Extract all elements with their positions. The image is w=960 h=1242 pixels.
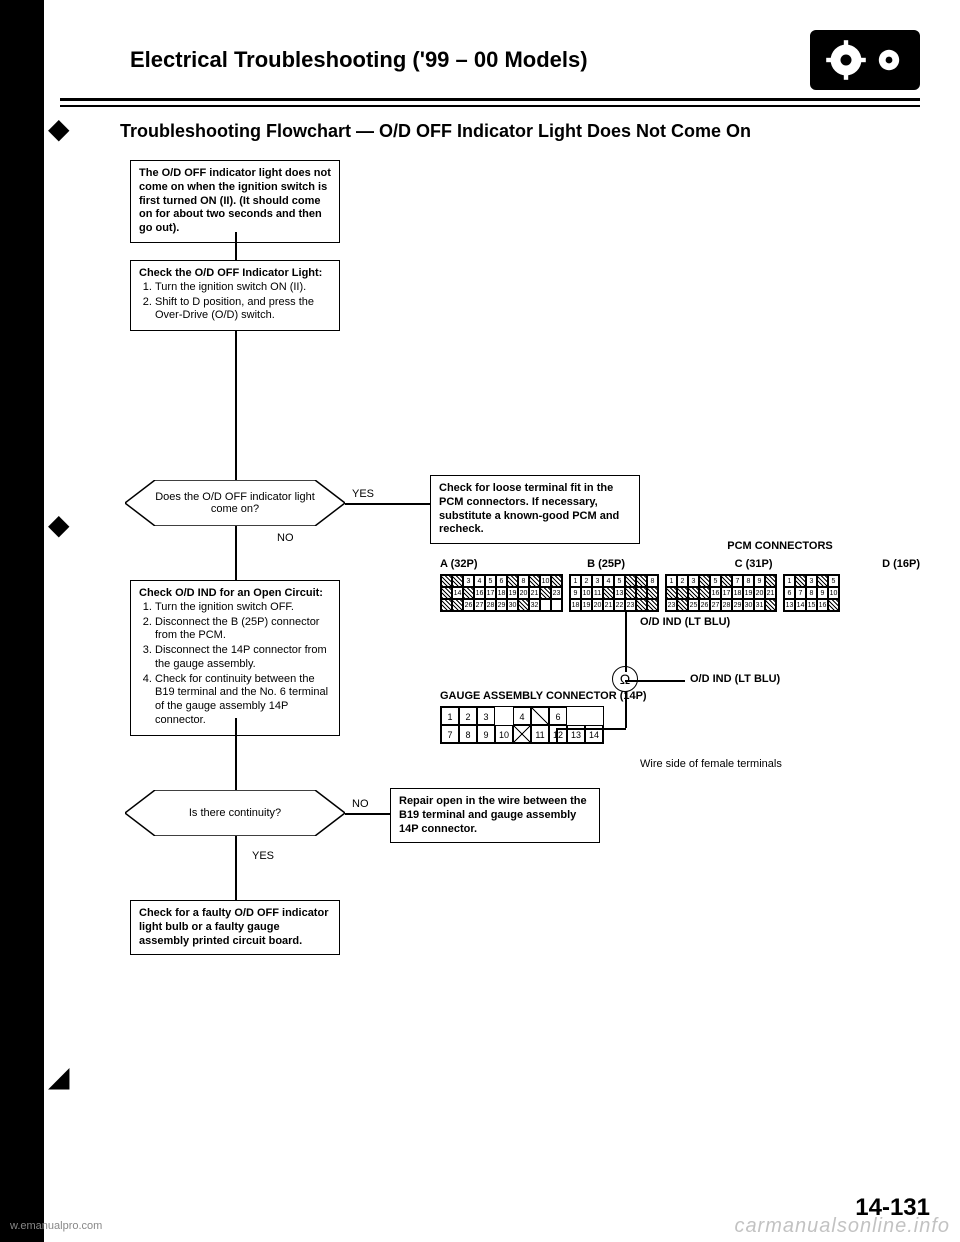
action-check-pcm: Check for loose terminal fit in the PCM …	[430, 475, 640, 544]
yes-label-2: YES	[250, 850, 276, 862]
check-ind-box: Check O/D IND for an Open Circuit: Turn …	[130, 580, 340, 736]
action-repair-open: Repair open in the wire between the B19 …	[390, 788, 600, 843]
yes-label: YES	[350, 488, 376, 500]
connector-d: 135 678910 13141516	[783, 574, 840, 612]
connector-b: 123458 9101113 181920212223	[569, 574, 659, 612]
gauge-connector: 123 46 789 10 11121314	[440, 706, 604, 744]
page-title: Electrical Troubleshooting ('99 – 00 Mod…	[130, 47, 588, 73]
no-label: NO	[275, 532, 296, 544]
connector-a: 3456810 1416171819202123 262728293032	[440, 574, 563, 612]
check-light-box: Check the O/D OFF Indicator Light: Turn …	[130, 260, 340, 331]
watermark: carmanualsonline.info	[734, 1215, 950, 1238]
start-box: The O/D OFF indicator light does not com…	[130, 160, 340, 243]
no-label-2: NO	[350, 798, 371, 810]
pin-label-side: O/D IND (LT BLU)	[690, 673, 780, 685]
wire-side-note: Wire side of female terminals	[640, 758, 782, 770]
decision-continuity: Is there continuity?	[125, 790, 345, 836]
final-box: Check for a faulty O/D OFF indicator lig…	[130, 900, 340, 955]
pin-label-top: O/D IND (LT BLU)	[640, 616, 730, 628]
decision-indicator-on: Does the O/D OFF indicator light come on…	[125, 480, 345, 526]
flowchart-subtitle: Troubleshooting Flowchart — O/D OFF Indi…	[50, 107, 930, 160]
pcm-connectors-diagram: PCM CONNECTORS A (32P) B (25P) C (31P) D…	[440, 540, 920, 612]
footer-url: w.emanualpro.com	[10, 1220, 102, 1232]
gauge-conn-title: GAUGE ASSEMBLY CONNECTOR (14P)	[440, 690, 647, 702]
gear-logo	[810, 30, 920, 90]
flowchart: The O/D OFF indicator light does not com…	[110, 160, 930, 1060]
ohm-icon: Ω	[612, 666, 638, 692]
connector-c: 1235789 161718192021 2325262728293031	[665, 574, 777, 612]
